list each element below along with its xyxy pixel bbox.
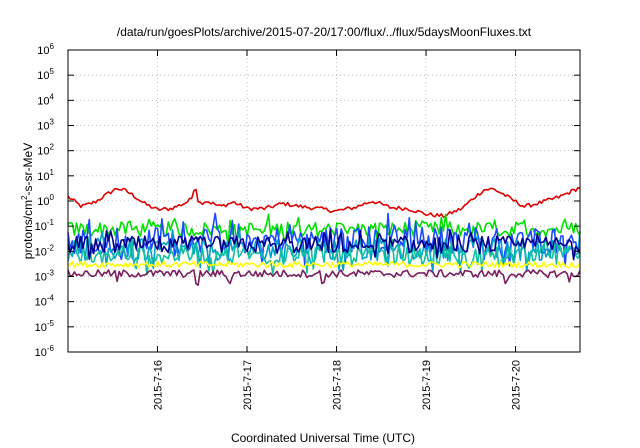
y-tick-label-exp: -5 [47, 319, 55, 328]
y-tick-label-base: 10 [37, 196, 49, 208]
y-tick-label: 104 [37, 92, 54, 107]
x-tick-label: 2015-7-16 [153, 360, 165, 410]
y-tick-label: 10-5 [35, 319, 55, 334]
series-line-5 [67, 228, 581, 261]
series-line-1 [67, 213, 581, 246]
y-tick-label-base: 10 [37, 45, 49, 57]
y-tick-label-exp: 5 [50, 67, 55, 76]
y-axis-label-exp: 2 [20, 195, 29, 200]
axis-ticks: 10-610-510-410-310-210-11001011021031041… [35, 42, 580, 410]
y-tick-label: 106 [37, 42, 54, 57]
y-tick-label: 10-4 [35, 294, 55, 309]
y-tick-label-base: 10 [35, 297, 47, 309]
series-line-7 [67, 269, 581, 286]
y-tick-label-base: 10 [35, 246, 47, 258]
y-tick-label: 10-3 [35, 269, 55, 284]
y-tick-label-exp: 3 [50, 118, 55, 127]
y-tick-label-base: 10 [35, 272, 47, 284]
y-tick-label: 10-1 [35, 218, 55, 233]
y-tick-label-exp: 0 [50, 193, 55, 202]
y-tick-label-exp: 4 [50, 92, 55, 101]
y-tick-label-exp: -2 [47, 243, 55, 252]
y-tick-label-exp: 6 [50, 42, 55, 51]
chart-title: /data/run/goesPlots/archive/2015-07-20/1… [117, 25, 532, 39]
series-line-0 [67, 186, 581, 218]
y-tick-label: 101 [37, 168, 54, 183]
y-tick-label-base: 10 [37, 95, 49, 107]
x-axis-label: Coordinated Universal Time (UTC) [231, 431, 415, 445]
y-tick-label-exp: -1 [47, 218, 55, 227]
y-tick-label-base: 10 [35, 347, 47, 359]
y-axis-label-base: protons/cm [21, 200, 35, 259]
series-layer [67, 186, 581, 286]
y-tick-label-exp: -6 [47, 344, 55, 353]
series-line-3 [67, 229, 581, 273]
series-line-6 [67, 260, 581, 269]
y-tick-label-base: 10 [37, 146, 49, 158]
y-tick-label-exp: 1 [50, 168, 55, 177]
y-axis-label: protons/cm2-s-sr-MeV [20, 143, 35, 259]
x-tick-label: 2015-7-18 [332, 360, 344, 410]
y-tick-label-base: 10 [37, 70, 49, 82]
y-tick-label-base: 10 [35, 221, 47, 233]
y-tick-label: 10-2 [35, 243, 55, 258]
y-tick-label: 103 [37, 118, 54, 133]
y-tick-label-exp: 2 [50, 143, 55, 152]
x-tick-label: 2015-7-19 [421, 360, 433, 410]
y-tick-label: 100 [37, 193, 54, 208]
grid-lines [68, 49, 580, 353]
y-tick-label: 10-6 [35, 344, 55, 359]
y-tick-label-base: 10 [37, 171, 49, 183]
x-tick-label: 2015-7-20 [511, 360, 523, 410]
y-tick-label-exp: -3 [47, 269, 55, 278]
y-axis-label-rest: -s-sr-MeV [21, 143, 35, 196]
y-tick-label-base: 10 [35, 322, 47, 334]
y-tick-label-exp: -4 [47, 294, 55, 303]
y-tick-label: 102 [37, 143, 54, 158]
x-tick-label: 2015-7-17 [242, 360, 254, 410]
series-line-4 [67, 235, 581, 276]
y-tick-label: 105 [37, 67, 54, 82]
y-tick-label-base: 10 [37, 121, 49, 133]
